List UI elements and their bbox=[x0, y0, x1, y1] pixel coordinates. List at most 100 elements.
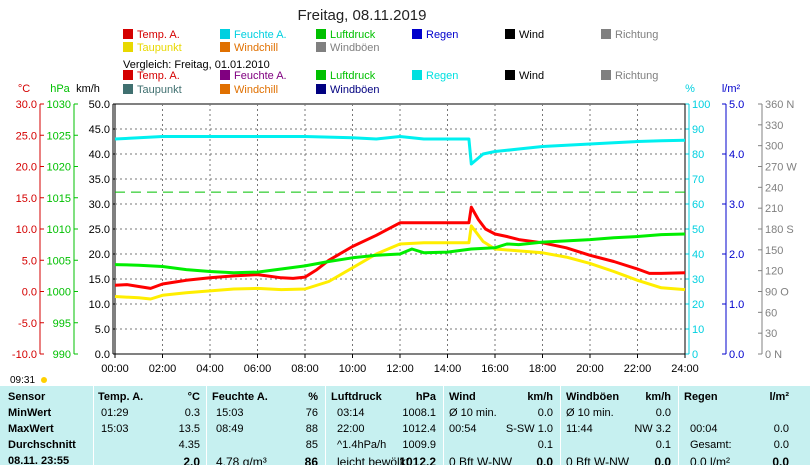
legend-label: Windböen bbox=[330, 42, 380, 54]
table-header-gust: Windböen bbox=[566, 391, 620, 403]
legend-swatch bbox=[316, 70, 326, 80]
series-line bbox=[114, 205, 686, 290]
legend-label: Taupunkt bbox=[137, 42, 182, 54]
wind-value: 0.1 bbox=[537, 439, 553, 451]
temp-time: 15:03 bbox=[101, 423, 129, 435]
temp-tick-label: 30.0 bbox=[16, 99, 37, 111]
humidity-tick-label: 60 bbox=[692, 199, 704, 211]
rain-tick-label: 0.0 bbox=[729, 349, 744, 361]
wind-tick-label: 10.0 bbox=[89, 299, 110, 311]
rain-tick-label: 5.0 bbox=[729, 99, 744, 111]
table-header-humidity-unit: % bbox=[308, 391, 318, 403]
legend-swatch bbox=[123, 84, 133, 94]
table-separator bbox=[325, 386, 326, 465]
pressure-unit-label: hPa bbox=[50, 83, 70, 95]
legend-label: Regen bbox=[426, 70, 458, 82]
table-separator bbox=[93, 386, 94, 465]
pressure-tick-label: 1030 bbox=[47, 99, 71, 111]
humidity-value: 85 bbox=[305, 439, 318, 451]
humidity-time: 08:49 bbox=[216, 423, 244, 435]
legend-swatch bbox=[123, 42, 133, 52]
legend-label: Windchill bbox=[234, 84, 278, 96]
legend-label: Luftdruck bbox=[330, 70, 376, 82]
humidity-time: 15:03 bbox=[216, 407, 244, 419]
pressure-value: 1008.1 bbox=[402, 407, 436, 419]
pressure-tick-label: 1010 bbox=[47, 224, 71, 236]
table-separator bbox=[678, 386, 679, 465]
wind-tick-label: 50.0 bbox=[89, 99, 110, 111]
humidity-tick-label: 50 bbox=[692, 224, 704, 236]
legend-swatch bbox=[123, 29, 133, 39]
humidity-tick-label: 0 bbox=[692, 349, 698, 361]
temp-tick-label: -5.0 bbox=[18, 318, 37, 330]
legend-swatch bbox=[220, 84, 230, 94]
humidity-tick-label: 80 bbox=[692, 149, 704, 161]
rain-tick-label: 4.0 bbox=[729, 149, 744, 161]
rain-desc: 0.0 l/m² bbox=[690, 455, 731, 465]
x-tick-label: 14:00 bbox=[434, 363, 462, 375]
x-tick-label: 16:00 bbox=[481, 363, 509, 375]
humidity-value: 76 bbox=[305, 407, 318, 419]
wind-unit-label: km/h bbox=[76, 83, 100, 95]
time-marker: 09:31 bbox=[10, 375, 47, 386]
pressure-tick-label: 990 bbox=[53, 349, 71, 361]
direction-tick-label: 60 bbox=[765, 307, 777, 319]
weather-chart: Freitag, 08.11.2019 Vergleich: Freitag, … bbox=[10, 7, 798, 386]
x-tick-label: 20:00 bbox=[576, 363, 604, 375]
comparison-label: Vergleich: Freitag, 01.01.2010 bbox=[123, 59, 270, 71]
table-separator bbox=[560, 386, 561, 465]
legend-label: Wind bbox=[519, 70, 544, 82]
x-tick-label: 06:00 bbox=[244, 363, 272, 375]
x-axis: 00:00 02:00 04:00 06:00 08:00 10:00 12:00 14:00… bbox=[101, 354, 699, 375]
series-line bbox=[114, 232, 686, 275]
legend-swatch bbox=[601, 70, 611, 80]
table-separator bbox=[443, 386, 444, 465]
table-header-pressure-unit: hPa bbox=[415, 391, 436, 403]
direction-tick-label: 30 bbox=[765, 328, 777, 340]
legend-label: Windböen bbox=[330, 84, 380, 96]
pressure-value: 1012.4 bbox=[402, 423, 436, 435]
legend-swatch bbox=[412, 29, 422, 39]
wind-tick-label: 25.0 bbox=[89, 224, 110, 236]
rain-tick-label: 3.0 bbox=[729, 199, 744, 211]
gust-desc: Ø 10 min. bbox=[566, 407, 614, 419]
direction-tick-label: 240 bbox=[765, 182, 783, 194]
pressure-value: 1009.9 bbox=[402, 439, 436, 451]
table-header-gust-unit: km/h bbox=[645, 391, 671, 403]
pressure-tick-label: 1000 bbox=[47, 287, 71, 299]
legend-label: Feuchte A. bbox=[234, 29, 287, 41]
legend-label: Temp. A. bbox=[137, 29, 180, 41]
legend-swatch bbox=[412, 70, 422, 80]
direction-tick-label: 210 bbox=[765, 203, 783, 215]
temp-tick-label: 5.0 bbox=[22, 255, 37, 267]
temp-tick-label: 25.0 bbox=[16, 130, 37, 142]
direction-tick-label: 360 N bbox=[765, 99, 794, 111]
humidity-value: 88 bbox=[305, 423, 318, 435]
temp-value: 0.3 bbox=[184, 407, 200, 419]
table-header-sensor: Sensor bbox=[8, 391, 46, 403]
temp-tick-label: -10.0 bbox=[12, 349, 37, 361]
table-header-humidity: Feuchte A. bbox=[212, 391, 268, 403]
humidity-tick-label: 100 bbox=[692, 99, 710, 111]
gust-value: 0.1 bbox=[655, 439, 671, 451]
table-header-rain: Regen bbox=[684, 391, 718, 403]
direction-tick-label: 330 bbox=[765, 120, 783, 132]
rain-desc: 00:04 bbox=[690, 423, 718, 435]
table-header-pressure: Luftdruck bbox=[331, 391, 382, 403]
legend-swatch bbox=[316, 84, 326, 94]
wind-tick-label: 30.0 bbox=[89, 199, 110, 211]
table-header-temp: Temp. A. bbox=[98, 391, 144, 403]
rain-tick-label: 2.0 bbox=[729, 249, 744, 261]
wind-value: 0.0 bbox=[536, 455, 553, 465]
pressure-tick-label: 1005 bbox=[47, 255, 71, 267]
legend-swatch bbox=[220, 29, 230, 39]
legend-label: Regen bbox=[426, 29, 458, 41]
humidity-time: 4.78 g/m³ bbox=[216, 455, 267, 465]
gust-desc: 11:44 bbox=[566, 423, 593, 435]
pressure-tick-label: 995 bbox=[53, 318, 71, 330]
direction-tick-label: 0 N bbox=[765, 349, 782, 361]
right-axes: 1009080706050403020100%5.04.03.02.01.00.… bbox=[685, 83, 797, 361]
legend: Temp. A. Feuchte A. Luftdruck Regen Wind Rich… bbox=[123, 29, 658, 96]
legend-swatch bbox=[220, 70, 230, 80]
table-header-wind: Wind bbox=[449, 391, 476, 403]
